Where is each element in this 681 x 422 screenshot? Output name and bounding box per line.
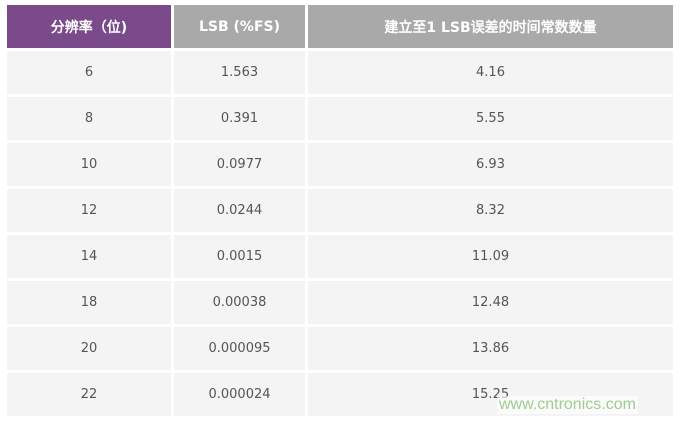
cell-time-constants: 11.09 — [308, 235, 673, 278]
watermark: www.cntronics.com — [497, 396, 638, 414]
cell-resolution: 22 — [7, 373, 171, 416]
table-row: 6 1.563 4.16 — [7, 51, 673, 94]
cell-time-constants: 12.48 — [308, 281, 673, 324]
table-row: 20 0.000095 13.86 — [7, 327, 673, 370]
cell-time-constants: 5.55 — [308, 97, 673, 140]
header-resolution: 分辨率（位) — [7, 5, 171, 48]
cell-lsb: 0.0244 — [174, 189, 305, 232]
cell-resolution: 18 — [7, 281, 171, 324]
cell-lsb: 0.391 — [174, 97, 305, 140]
cell-resolution: 6 — [7, 51, 171, 94]
header-time-constants: 建立至1 LSB误差的时间常数数量 — [308, 5, 673, 48]
table-row: 18 0.00038 12.48 — [7, 281, 673, 324]
table-row: 14 0.0015 11.09 — [7, 235, 673, 278]
cell-time-constants: 13.86 — [308, 327, 673, 370]
cell-lsb: 1.563 — [174, 51, 305, 94]
cell-time-constants: 6.93 — [308, 143, 673, 186]
cell-resolution: 20 — [7, 327, 171, 370]
cell-resolution: 14 — [7, 235, 171, 278]
cell-resolution: 12 — [7, 189, 171, 232]
cell-lsb: 0.0015 — [174, 235, 305, 278]
cell-lsb: 0.000024 — [174, 373, 305, 416]
cell-resolution: 8 — [7, 97, 171, 140]
table-row: 8 0.391 5.55 — [7, 97, 673, 140]
header-lsb: LSB (%FS) — [174, 5, 305, 48]
cell-resolution: 10 — [7, 143, 171, 186]
cell-lsb: 0.00038 — [174, 281, 305, 324]
cell-time-constants: 8.32 — [308, 189, 673, 232]
table-row: 10 0.0977 6.93 — [7, 143, 673, 186]
cell-lsb: 0.0977 — [174, 143, 305, 186]
cell-lsb: 0.000095 — [174, 327, 305, 370]
table-row: 12 0.0244 8.32 — [7, 189, 673, 232]
header-row: 分辨率（位) LSB (%FS) 建立至1 LSB误差的时间常数数量 — [7, 5, 673, 48]
cell-time-constants: 4.16 — [308, 51, 673, 94]
resolution-table: 分辨率（位) LSB (%FS) 建立至1 LSB误差的时间常数数量 6 1.56… — [4, 2, 676, 419]
